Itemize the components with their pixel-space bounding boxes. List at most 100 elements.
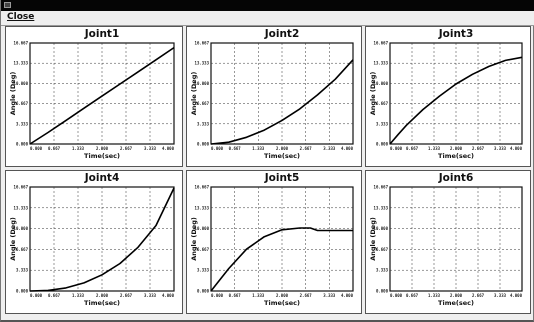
y-tick-label: 0.000 [197, 142, 210, 147]
y-tick-label: 0.000 [16, 142, 29, 147]
x-tick-label: 3.333 [144, 146, 157, 151]
x-tick-label: 2.667 [472, 293, 485, 298]
joint3-plot-panel: Joint3 0.000 0.667 1.333 2.000 2.667 3.333 4.00… [365, 26, 531, 167]
x-tick-label: 0.000 [211, 146, 224, 151]
y-tick-label: 6.667 [16, 247, 29, 252]
y-tick-label: 0.000 [376, 289, 389, 294]
y-tick-label: 16.667 [14, 185, 29, 190]
chart-title: Joint3 [438, 28, 474, 40]
y-tick-label: 13.333 [195, 205, 210, 210]
y-tick-label: 13.333 [374, 205, 389, 210]
x-tick-label: 1.333 [72, 293, 85, 298]
chart-title: Joint1 [84, 28, 120, 40]
x-axis-label: Time(sec) [264, 152, 300, 160]
chart-title: Joint5 [264, 172, 300, 184]
x-tick-label: 0.000 [30, 293, 43, 298]
joint-chart-5: Joint5 0.000 0.667 1.333 2.000 2.667 3.333 4.00… [190, 172, 354, 307]
y-tick-label: 0.000 [16, 289, 29, 294]
x-tick-label: 0.667 [48, 146, 61, 151]
y-tick-label: 10.000 [374, 81, 389, 86]
system-menu-icon[interactable] [4, 2, 11, 8]
x-tick-label: 2.000 [96, 293, 109, 298]
close-menu-item[interactable]: Close [7, 12, 35, 22]
y-tick-label: 0.000 [197, 289, 210, 294]
x-tick-label: 2.667 [120, 146, 133, 151]
y-axis-label: Angle (Deg) [369, 72, 377, 116]
x-tick-label: 1.333 [72, 146, 85, 151]
x-tick-label: 2.000 [450, 146, 463, 151]
y-tick-label: 10.000 [14, 81, 29, 86]
joint2-plot-panel: Joint2 0.000 0.667 1.333 2.000 2.667 3.333 4.00… [186, 26, 362, 167]
x-axis-label: Time(sec) [264, 299, 300, 307]
x-tick-label: 2.667 [300, 146, 313, 151]
title-bar[interactable] [1, 0, 534, 11]
y-tick-label: 6.667 [376, 101, 389, 106]
y-tick-label: 13.333 [374, 61, 389, 66]
y-tick-label: 13.333 [14, 61, 29, 66]
x-tick-label: 0.667 [406, 146, 419, 151]
y-axis-label: Angle (Deg) [190, 217, 198, 261]
x-axis-label: Time(sec) [84, 299, 120, 307]
x-tick-label: 3.333 [494, 293, 507, 298]
y-tick-label: 6.667 [197, 247, 210, 252]
y-tick-label: 13.333 [14, 205, 29, 210]
chart-title: Joint4 [84, 172, 120, 184]
y-axis-label: Angle (Deg) [9, 217, 17, 261]
x-tick-label: 2.667 [120, 293, 133, 298]
joint-chart-2: Joint2 0.000 0.667 1.333 2.000 2.667 3.333 4.00… [190, 28, 354, 160]
x-tick-label: 1.333 [252, 293, 265, 298]
y-tick-label: 6.667 [16, 101, 29, 106]
y-tick-label: 13.333 [195, 61, 210, 66]
y-tick-label: 10.000 [195, 226, 210, 231]
y-tick-label: 16.667 [374, 185, 389, 190]
y-tick-label: 10.000 [374, 226, 389, 231]
x-tick-label: 2.667 [300, 293, 313, 298]
x-tick-label: 0.000 [390, 146, 403, 151]
y-tick-label: 3.333 [376, 121, 389, 126]
x-tick-label: 4.000 [341, 293, 354, 298]
joint5-plot-panel: Joint5 0.000 0.667 1.333 2.000 2.667 3.333 4.00… [186, 170, 362, 314]
y-tick-label: 16.667 [195, 185, 210, 190]
x-tick-label: 1.333 [428, 293, 441, 298]
x-tick-label: 2.000 [450, 293, 463, 298]
y-tick-label: 3.333 [376, 268, 389, 273]
y-axis-label: Angle (Deg) [9, 72, 17, 116]
chart-title: Joint6 [438, 172, 474, 184]
joint1-plot-panel: Joint1 0.000 0.667 1.333 2.000 2.667 3.333 4.00… [5, 26, 183, 167]
x-tick-label: 4.000 [510, 146, 523, 151]
menu-bar: Close [1, 11, 534, 26]
x-tick-label: 4.000 [510, 293, 523, 298]
joint4-series-line [29, 187, 175, 292]
x-tick-label: 3.333 [494, 146, 507, 151]
joint1-series-line [29, 46, 175, 145]
y-axis-label: Angle (Deg) [190, 72, 198, 116]
x-axis-label: Time(sec) [84, 152, 120, 160]
y-tick-label: 16.667 [14, 41, 29, 46]
joint2-series-line [210, 59, 354, 145]
x-tick-label: 3.333 [323, 146, 336, 151]
y-tick-label: 3.333 [197, 268, 210, 273]
y-tick-label: 6.667 [376, 247, 389, 252]
x-tick-label: 4.000 [162, 293, 175, 298]
y-tick-label: 3.333 [197, 121, 210, 126]
x-axis-label: Time(sec) [438, 299, 474, 307]
x-tick-label: 4.000 [162, 146, 175, 151]
x-tick-label: 2.000 [96, 146, 109, 151]
x-axis-label: Time(sec) [438, 152, 474, 160]
x-tick-label: 0.667 [229, 293, 242, 298]
x-tick-label: 0.667 [229, 146, 242, 151]
joint3-series-line [389, 56, 523, 145]
y-tick-label: 3.333 [16, 268, 29, 273]
y-axis-label: Angle (Deg) [369, 217, 377, 261]
y-tick-label: 6.667 [197, 101, 210, 106]
joint5-series-line [210, 227, 353, 292]
x-tick-label: 1.333 [252, 146, 265, 151]
x-tick-label: 1.333 [428, 146, 441, 151]
x-tick-label: 2.000 [276, 293, 289, 298]
x-tick-label: 4.000 [341, 146, 354, 151]
joint-chart-4: Joint4 0.000 0.667 1.333 2.000 2.667 3.333 4.00… [9, 172, 175, 307]
chart-title: Joint2 [264, 28, 300, 40]
